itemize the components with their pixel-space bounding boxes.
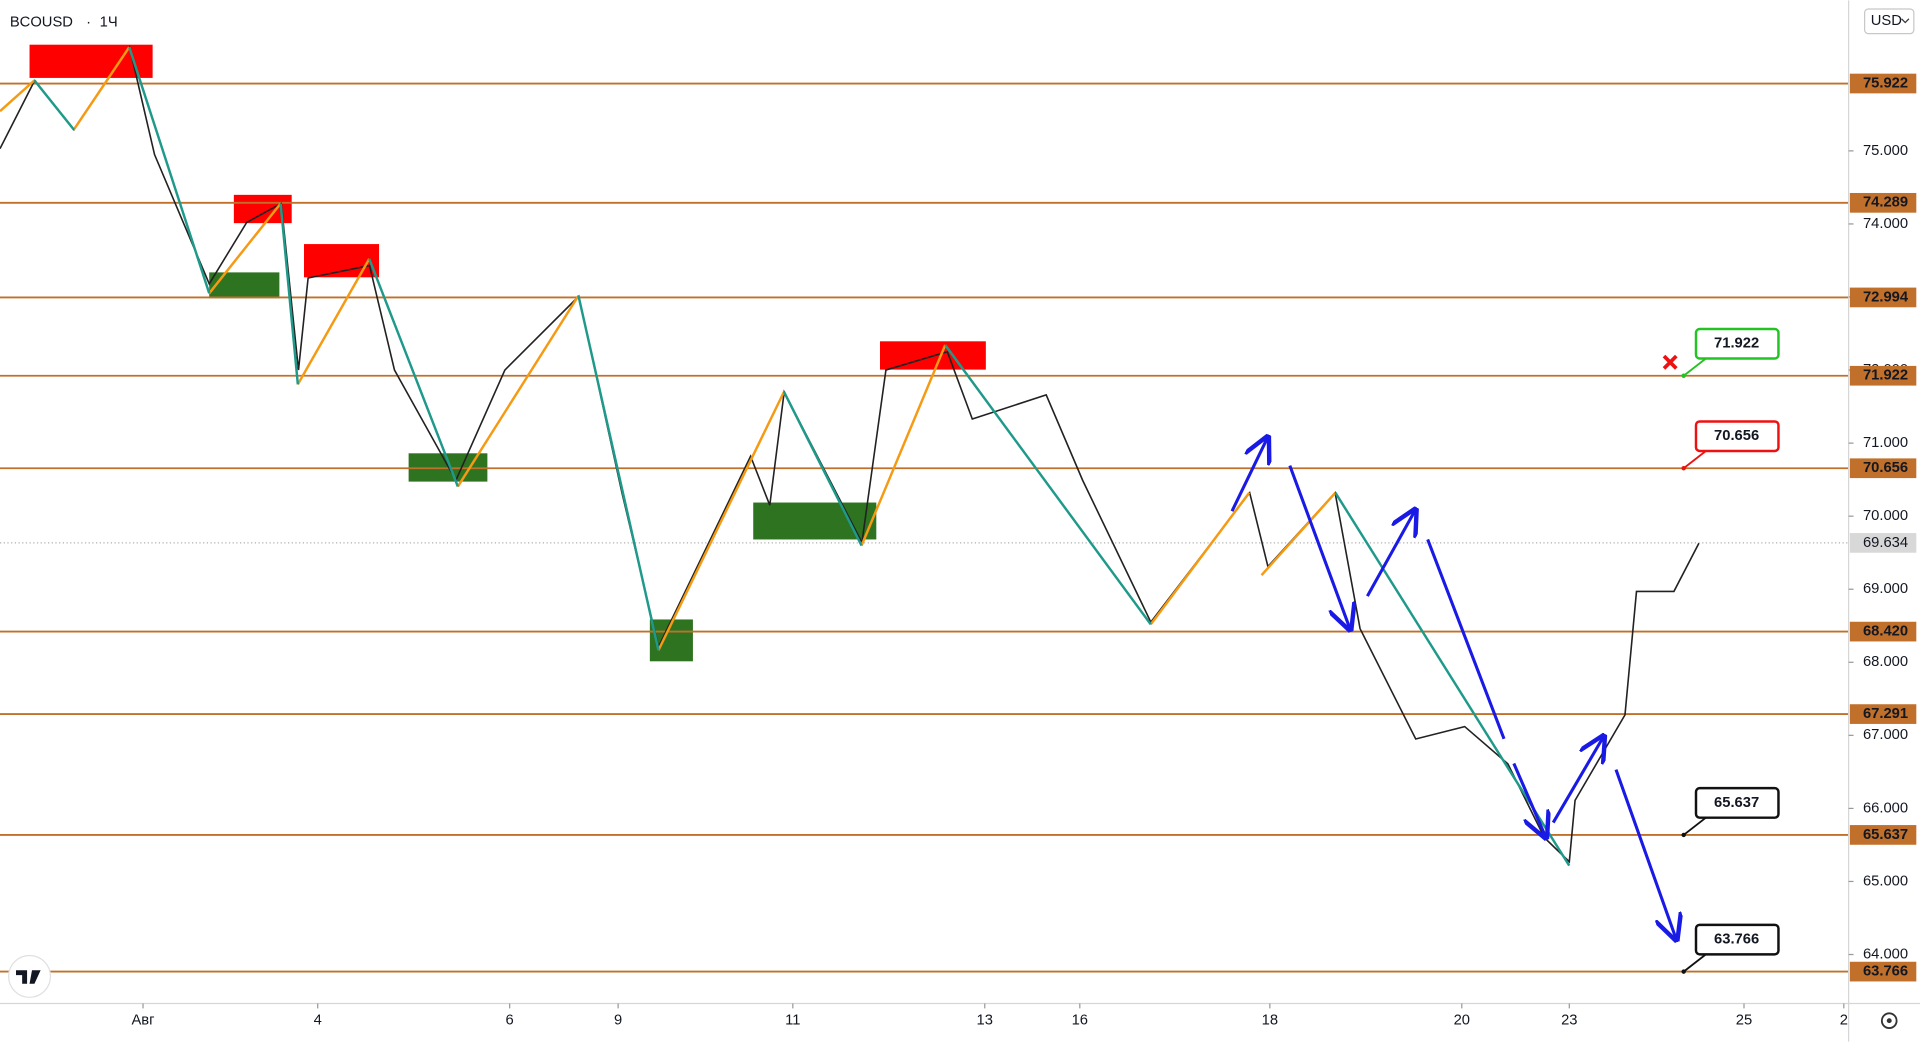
arrow bbox=[1230, 437, 1268, 512]
logo-mark bbox=[16, 970, 41, 984]
dropdown-icon bbox=[1901, 18, 1910, 24]
level-label-box bbox=[1849, 825, 1917, 845]
y-tick-label: 69.000 bbox=[1863, 581, 1908, 597]
x-tick-label: 13 bbox=[977, 1013, 993, 1029]
level-label-box bbox=[1849, 365, 1917, 386]
arrow bbox=[1614, 769, 1676, 940]
level-label-box bbox=[1849, 73, 1917, 94]
settings-icon bbox=[1886, 1018, 1892, 1024]
x-tick-label: 11 bbox=[785, 1013, 800, 1029]
current-price-box bbox=[1849, 533, 1917, 553]
currency[interactable]: USD bbox=[1871, 13, 1902, 29]
y-tick-label: 66.000 bbox=[1863, 800, 1908, 816]
x-tick-label: 20 bbox=[1454, 1013, 1470, 1029]
separator: · bbox=[86, 14, 91, 30]
x-tick-label: Авг bbox=[131, 1013, 154, 1029]
callout-label: 65.637 bbox=[1714, 795, 1759, 811]
level-label-box bbox=[1849, 458, 1917, 479]
level-label: 65.637 bbox=[1863, 827, 1908, 843]
callout-box bbox=[1694, 420, 1780, 453]
callout-dot bbox=[1681, 373, 1686, 378]
x-tick-label: 2 bbox=[1840, 1013, 1848, 1029]
level-label-box bbox=[1849, 287, 1917, 308]
x-tick-label: 18 bbox=[1262, 1013, 1278, 1029]
currency-select[interactable] bbox=[1864, 8, 1915, 35]
zigzag bbox=[0, 46, 1571, 867]
level-label: 72.994 bbox=[1863, 289, 1909, 305]
y-tick-label: 68.000 bbox=[1863, 654, 1908, 670]
arrow bbox=[1426, 538, 1506, 740]
callout-label: 63.766 bbox=[1714, 932, 1759, 948]
callout-dot bbox=[1681, 466, 1686, 471]
level-label-box bbox=[1849, 704, 1917, 724]
callout-dot bbox=[1681, 969, 1686, 974]
x-tick-label: 25 bbox=[1736, 1013, 1752, 1029]
y-tick-label: 74.000 bbox=[1863, 216, 1908, 232]
level-label: 75.922 bbox=[1863, 75, 1908, 91]
zigzag-down bbox=[33, 46, 1571, 867]
callout-box bbox=[1694, 923, 1780, 956]
current-price-label: 69.634 bbox=[1863, 535, 1908, 551]
callout-label: 71.922 bbox=[1714, 336, 1759, 352]
callout-pointer bbox=[1683, 357, 1707, 377]
level-label-box bbox=[1849, 621, 1917, 642]
level-label: 74.289 bbox=[1863, 195, 1908, 211]
logo[interactable] bbox=[8, 954, 52, 998]
plot bbox=[0, 45, 1849, 973]
callout-pointer bbox=[1683, 953, 1707, 973]
level-label-box bbox=[1849, 961, 1917, 982]
callout-box bbox=[1694, 327, 1780, 360]
arrow bbox=[1512, 762, 1546, 837]
x-tick-label: 6 bbox=[506, 1013, 514, 1029]
callout-dot bbox=[1681, 832, 1686, 838]
level-label: 68.420 bbox=[1863, 624, 1908, 640]
arrow bbox=[1366, 510, 1415, 597]
cancel-mark bbox=[1662, 354, 1678, 370]
level-label-box bbox=[1849, 192, 1917, 213]
y-tick-label: 64.000 bbox=[1863, 946, 1908, 962]
level-label: 71.922 bbox=[1863, 368, 1908, 384]
x-tick-label: 4 bbox=[314, 1013, 322, 1029]
level-label: 63.766 bbox=[1863, 964, 1908, 980]
settings-button[interactable] bbox=[1880, 1012, 1898, 1029]
x-tick-label: 16 bbox=[1072, 1013, 1088, 1029]
callout-pointer bbox=[1683, 450, 1707, 469]
x-tick-label: 9 bbox=[614, 1013, 622, 1029]
arrow bbox=[1551, 736, 1603, 824]
x-tick-label: 23 bbox=[1561, 1013, 1577, 1029]
callout-pointer bbox=[1683, 816, 1707, 836]
arrow bbox=[1288, 465, 1350, 630]
callout-box bbox=[1694, 786, 1780, 819]
interval: 1Ч bbox=[100, 14, 118, 30]
overlay: 71.922 70.656 65.637 63.766 bbox=[1662, 327, 1780, 974]
level-label: 67.291 bbox=[1863, 706, 1908, 722]
projection-arrows bbox=[1230, 437, 1676, 940]
symbol: BCOUSD bbox=[10, 14, 73, 30]
zigzag-up bbox=[0, 46, 1337, 651]
y-tick-label: 75.000 bbox=[1863, 143, 1908, 159]
y-tick-label: 70.000 bbox=[1863, 508, 1908, 524]
y-tick-label: 67.000 bbox=[1863, 727, 1908, 743]
demand-zone bbox=[209, 272, 280, 299]
y-tick-label: 65.000 bbox=[1863, 873, 1908, 889]
level-label: 70.656 bbox=[1863, 460, 1908, 476]
y-tick-label: 71.000 bbox=[1863, 435, 1908, 451]
callout-label: 70.656 bbox=[1714, 428, 1759, 444]
